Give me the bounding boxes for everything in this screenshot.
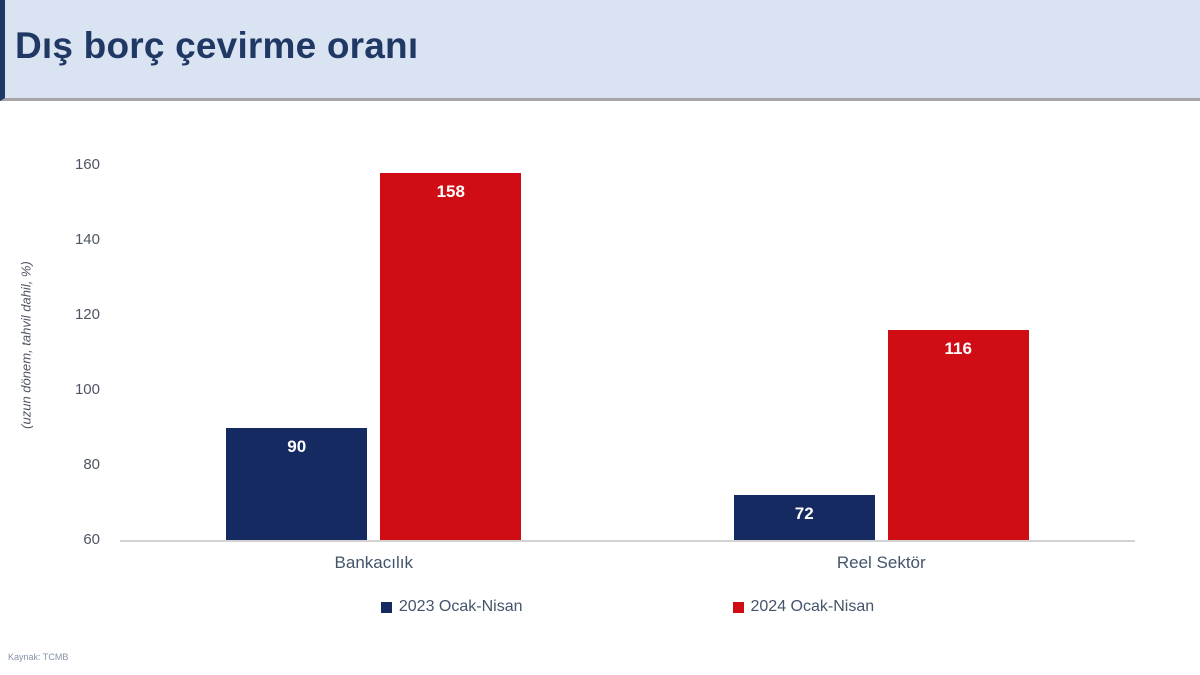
bar-value-label: 116	[944, 339, 972, 358]
bar: 116	[887, 330, 1029, 540]
legend-item: 2023 Ocak-Nisan	[380, 598, 523, 616]
legend-label: 2024 Ocak-Nisan	[750, 598, 875, 615]
bar-value-label: 90	[287, 436, 307, 456]
bar-value-label: 158	[436, 181, 465, 201]
y-tick-label: 80	[83, 456, 100, 473]
legend: 2023 Ocak-Nisan 2024 Ocak-Nisan	[120, 598, 1135, 616]
slide-header: Dış borç çevirme oranı	[0, 0, 1200, 101]
y-tick-label: 120	[74, 306, 100, 323]
bar-value-label: 72	[794, 504, 814, 523]
y-tick-label: 100	[74, 381, 100, 398]
source-note: Kaynak: TCMB	[8, 652, 69, 662]
legend-swatch-icon	[732, 601, 744, 613]
category-label: Reel Sektör	[836, 553, 926, 572]
bar: 90	[226, 427, 368, 540]
legend-item: 2024 Ocak-Nisan	[732, 598, 875, 616]
legend-swatch-icon	[380, 601, 392, 613]
legend-label: 2023 Ocak-Nisan	[398, 598, 523, 615]
y-tick-label: 160	[74, 156, 100, 173]
y-tick-label: 140	[74, 231, 100, 248]
bar: 158	[380, 172, 522, 540]
y-axis-label: (uzun dönem, tahvil dahil, %)	[18, 261, 34, 429]
x-axis-line	[120, 540, 1135, 542]
page-title: Dış borç çevirme oranı	[15, 25, 419, 67]
y-tick-label: 60	[83, 531, 100, 548]
category-label: Bankacılık	[334, 553, 413, 572]
bar: 72	[733, 495, 875, 540]
